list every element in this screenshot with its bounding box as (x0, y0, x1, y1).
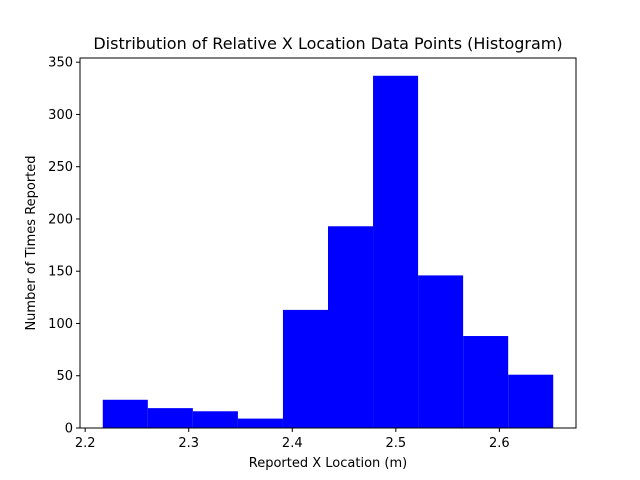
x-tick-label: 2.5 (385, 436, 406, 451)
x-tick-label: 2.6 (489, 436, 510, 451)
y-tick-label: 150 (48, 265, 73, 280)
y-tick-label: 100 (48, 317, 73, 332)
y-tick-label: 350 (48, 56, 73, 71)
histogram-bar (282, 309, 328, 428)
histogram-bar (418, 275, 464, 428)
x-tick-label: 2.4 (282, 436, 303, 451)
histogram-bar (102, 399, 148, 428)
bars-group (102, 75, 554, 428)
x-axis-label: Reported X Location (m) (249, 456, 407, 471)
histogram-bar (373, 75, 419, 428)
y-tick-label: 250 (48, 160, 73, 175)
x-axis-ticks: 2.2 2.3 2.4 2.5 2.6 (75, 428, 510, 451)
x-tick-label: 2.3 (178, 436, 199, 451)
y-axis-ticks: 0 50 100 150 200 250 300 350 (48, 56, 80, 437)
histogram-bar (508, 374, 554, 428)
histogram-bar (237, 418, 283, 428)
x-tick-label: 2.2 (75, 436, 96, 451)
y-tick-label: 300 (48, 108, 73, 123)
histogram-bar (328, 226, 374, 428)
histogram-bar (147, 408, 193, 428)
histogram-bar (192, 411, 238, 428)
histogram-bar (463, 336, 509, 428)
plot-frame (79, 57, 577, 429)
y-tick-label: 200 (48, 212, 73, 227)
y-tick-label: 50 (56, 369, 73, 384)
y-tick-label: 0 (65, 422, 73, 437)
y-axis-label: Number of Times Reported (24, 155, 39, 330)
chart-title: Distribution of Relative X Location Data… (93, 34, 562, 53)
